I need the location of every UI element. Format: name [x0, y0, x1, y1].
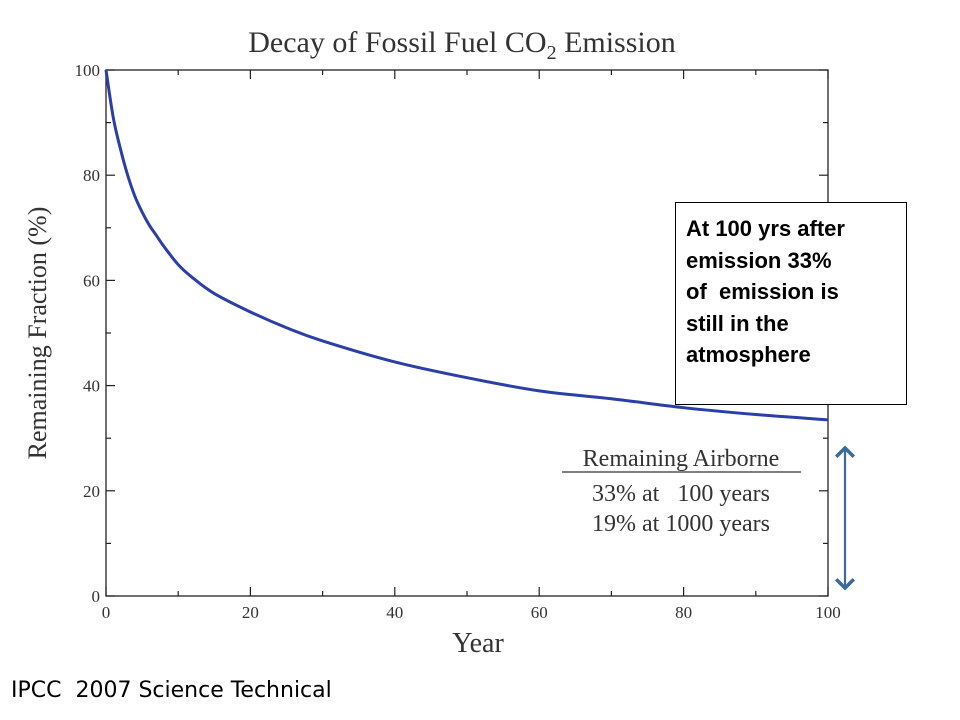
y-tick-label: 80 [83, 166, 100, 185]
x-tick-label: 60 [531, 603, 548, 622]
legend-line-1000-years: 19% at 1000 years [592, 511, 770, 537]
legend-box: Remaining Airborne 33% at 100 years 19% … [562, 446, 801, 537]
series-line-remaining-fraction [104, 69, 829, 422]
y-tick-label: 60 [83, 271, 100, 290]
legend-heading: Remaining Airborne [583, 446, 780, 472]
callout-line-2: emission 33% [686, 247, 832, 273]
callout-line-1: At 100 yrs after [686, 216, 845, 241]
x-tick-label: 80 [675, 603, 692, 622]
callout-box: At 100 yrs after emission 33% of emissio… [675, 202, 907, 405]
x-tick-label: 20 [242, 603, 259, 622]
y-tick-label: 0 [92, 587, 101, 606]
y-tick-label: 20 [83, 482, 100, 501]
callout-line-3: of emission is [686, 279, 839, 304]
legend-line-100-years: 33% at 100 years [592, 481, 770, 507]
x-tick-label: 40 [386, 603, 403, 622]
y-tick-label: 100 [75, 61, 101, 80]
y-tick-label: 40 [83, 377, 100, 396]
chart-title: Decay of Fossil Fuel CO2 Emission [248, 26, 676, 64]
x-axis-label: Year [452, 628, 504, 659]
source-citation: IPCC 2007 Science Technical [11, 678, 332, 703]
y-axis-label: Remaining Fraction (%) [23, 207, 52, 460]
x-tick-label: 0 [102, 603, 111, 622]
x-tick-label: 100 [815, 603, 841, 622]
chart-title-main: Decay of Fossil Fuel CO [248, 26, 546, 59]
chart-title-subscript: 2 [547, 42, 557, 64]
callout-line-4: still in the [686, 310, 789, 336]
chart-title-tail: Emission [557, 26, 676, 59]
tick-labels: 0 20 40 60 80 100 0 20 40 60 80 100 [75, 61, 841, 622]
callout-line-5: atmosphere [686, 342, 811, 367]
